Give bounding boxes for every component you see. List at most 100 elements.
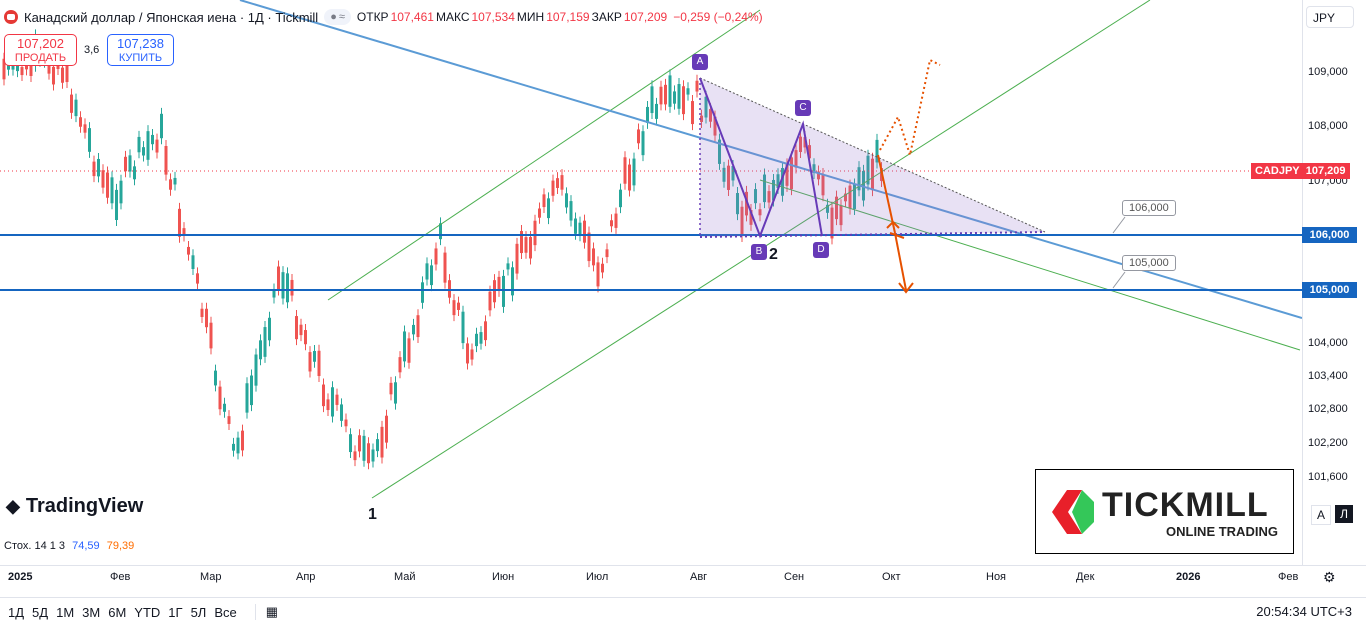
- candle-body: [718, 139, 721, 164]
- sell-button[interactable]: 107,202 ПРОДАТЬ: [4, 34, 77, 66]
- buy-button[interactable]: 107,238 КУПИТЬ: [107, 34, 174, 66]
- candle-body: [106, 172, 109, 198]
- gear-icon[interactable]: ⚙: [1323, 569, 1336, 585]
- candle-body: [812, 164, 816, 173]
- candle-body: [556, 178, 559, 188]
- bottom-toolbar: 1Д 5Д 1М 3М 6М YTD 1Г 5Л Все ▦: [0, 597, 1366, 626]
- candle-body: [776, 174, 780, 188]
- candle-body: [439, 223, 442, 240]
- candle-body: [520, 231, 523, 254]
- candle-body: [578, 222, 582, 236]
- tickmill-logo: TICKMILL ONLINE TRADING: [1035, 469, 1294, 554]
- price-tick: 102,800: [1308, 403, 1348, 415]
- candle-body: [169, 179, 172, 190]
- timeframe-5d[interactable]: 5Д: [32, 604, 49, 620]
- currency-select[interactable]: JPY: [1306, 6, 1354, 28]
- time-tick: Мар: [200, 571, 222, 583]
- candle-body: [155, 139, 159, 153]
- auto-scale-button[interactable]: A: [1311, 505, 1331, 525]
- candle-body: [286, 273, 289, 303]
- candle-body: [736, 193, 739, 215]
- candle-body: [434, 248, 438, 265]
- time-tick: Май: [394, 571, 416, 583]
- candle-body: [749, 209, 753, 225]
- candle-body: [223, 403, 226, 412]
- time-tick: Ноя: [986, 571, 1007, 583]
- candle-body: [200, 308, 204, 317]
- price-tick: 102,200: [1308, 437, 1348, 449]
- candle-body: [781, 168, 784, 196]
- candle-body: [853, 184, 856, 209]
- time-axis[interactable]: 2025 Фев Мар Апр Май Июн Июл Авг Сен Окт…: [0, 565, 1366, 591]
- projection-1: [877, 154, 896, 234]
- symbol-title[interactable]: Канадский доллар / Японская иена · 1Д · …: [24, 9, 319, 25]
- candle-body: [385, 415, 388, 443]
- timeframe-all[interactable]: Все: [214, 604, 237, 620]
- spread-value: 3,6: [84, 44, 100, 56]
- candle-body: [614, 213, 618, 228]
- timeframe-6m[interactable]: 6М: [108, 604, 127, 620]
- tradingview-logo: ◆ TradingView: [6, 495, 144, 517]
- indicator-pill[interactable]: ● ≈: [324, 9, 351, 25]
- candle-body: [610, 220, 613, 227]
- candle-body: [52, 66, 55, 85]
- candle-body: [295, 316, 298, 340]
- price-tick: 104,000: [1308, 337, 1348, 349]
- level-106-label: 106,000: [1302, 227, 1357, 243]
- point-d-label: D: [813, 242, 829, 258]
- clock[interactable]: 20:54:34 UTC+3: [1256, 604, 1352, 619]
- candle-body: [484, 321, 487, 341]
- candle-body: [551, 180, 555, 196]
- timeframe-5y[interactable]: 5Л: [190, 604, 207, 620]
- candle-body: [128, 155, 132, 172]
- candle-body: [817, 171, 820, 180]
- timeframe-ytd[interactable]: YTD: [134, 604, 161, 620]
- timeframe-1d[interactable]: 1Д: [8, 604, 25, 620]
- candle-body: [605, 249, 609, 258]
- candle-body: [466, 343, 469, 364]
- calendar-icon[interactable]: ▦: [254, 604, 278, 620]
- candle-body: [875, 139, 879, 163]
- candle-body: [799, 136, 802, 153]
- candle-body: [668, 75, 672, 107]
- candle-body: [101, 170, 105, 188]
- candle-body: [871, 158, 874, 191]
- candle-body: [727, 165, 730, 190]
- candle-body: [700, 115, 703, 122]
- candle-body: [691, 101, 694, 125]
- callout-106[interactable]: 106,000: [1122, 200, 1176, 216]
- candle-body: [88, 128, 91, 152]
- candle-body: [83, 124, 87, 133]
- triangle-fill: [700, 78, 1045, 237]
- candle-body: [529, 236, 532, 259]
- candle-body: [857, 167, 861, 191]
- candle-body: [713, 116, 717, 136]
- price-chart[interactable]: [0, 0, 1302, 565]
- candle-body: [488, 291, 492, 311]
- tradingview-mark-icon: ◆: [6, 496, 20, 516]
- candle-body: [416, 315, 420, 338]
- candle-body: [835, 196, 838, 220]
- candle-body: [704, 96, 708, 118]
- candle-body: [448, 280, 451, 298]
- candle-body: [632, 158, 636, 186]
- candle-body: [61, 67, 64, 83]
- candle-body: [686, 88, 690, 95]
- level-105-label: 105,000: [1302, 282, 1357, 298]
- candle-body: [619, 189, 622, 208]
- candle-body: [403, 331, 406, 362]
- eye-icon: ●: [330, 11, 337, 23]
- candle-body: [218, 386, 222, 410]
- candle-body: [641, 131, 645, 156]
- timeframe-1y[interactable]: 1Г: [168, 604, 183, 620]
- callout-105[interactable]: 105,000: [1122, 255, 1176, 271]
- timeframe-1m[interactable]: 1М: [56, 604, 75, 620]
- candle-body: [335, 394, 339, 405]
- price-tick: 109,000: [1308, 66, 1348, 78]
- candle-body: [538, 208, 541, 218]
- projection-up: [879, 58, 941, 159]
- time-tick: Фев: [110, 571, 131, 583]
- log-scale-button[interactable]: Л: [1335, 505, 1353, 523]
- timeframe-3m[interactable]: 3М: [82, 604, 101, 620]
- stoch-legend[interactable]: Стох. 14 1 3 74,59 79,39: [4, 540, 135, 552]
